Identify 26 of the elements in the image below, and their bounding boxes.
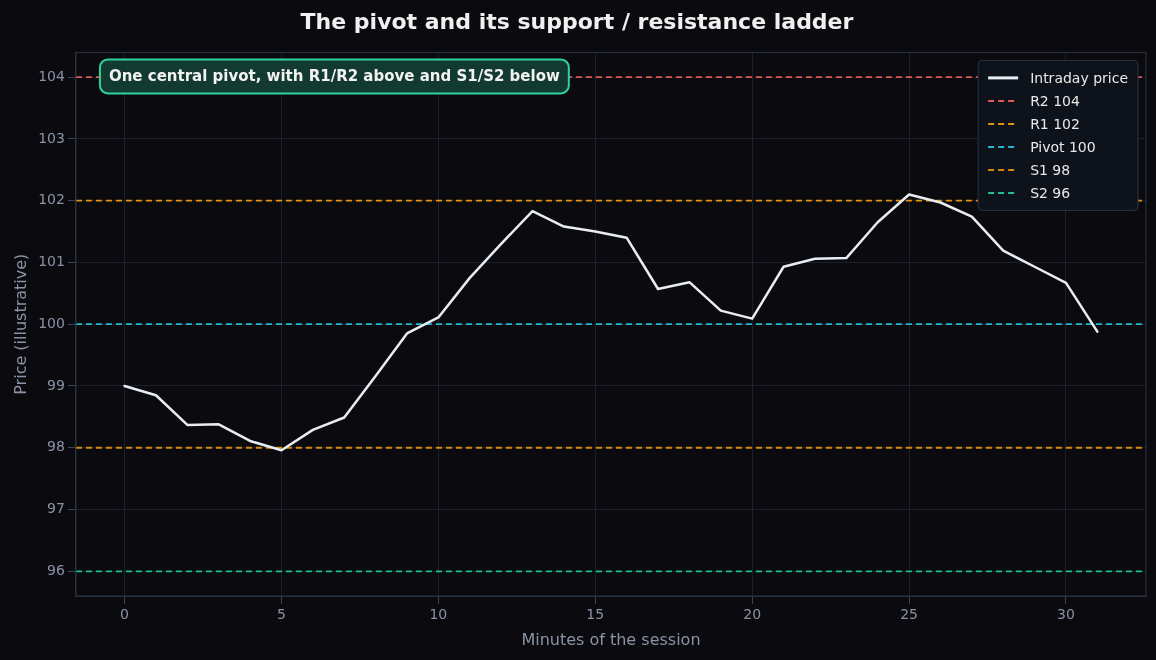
chart-title: The pivot and its support / resistance ladder [300, 8, 854, 34]
x-tick-label: 15 [586, 606, 605, 623]
x-tick-label: 10 [429, 606, 448, 623]
x-tick-label: 20 [743, 606, 762, 623]
y-tick-label: 101 [38, 253, 65, 270]
annotation: One central pivot, with R1/R2 above and S1/S2 below [108, 67, 560, 86]
y-tick-label: 103 [38, 129, 65, 146]
x-tick-label: 30 [1057, 606, 1075, 623]
legend-label: S2 96 [1030, 184, 1071, 201]
legend-label: Pivot 100 [1030, 138, 1096, 155]
y-tick-label: 99 [47, 376, 65, 393]
legend-label: Intraday price [1030, 69, 1128, 86]
x-tick-label: 5 [277, 606, 286, 623]
y-tick-label: 100 [38, 314, 65, 331]
x-tick-label: 25 [900, 606, 918, 623]
legend-label: S1 98 [1030, 161, 1071, 178]
y-tick-label: 97 [47, 500, 65, 517]
legend-label: R1 102 [1030, 115, 1080, 132]
y-tick-label: 96 [47, 561, 65, 578]
x-axis-title: Minutes of the session [521, 629, 701, 649]
x-tick-label: 0 [120, 606, 130, 623]
legend-label: R2 104 [1030, 92, 1081, 109]
y-axis-title: Price (illustrative) [10, 253, 30, 395]
y-tick-label: 102 [38, 191, 65, 208]
y-tick-label: 98 [47, 438, 65, 455]
y-tick-label: 104 [38, 67, 65, 84]
